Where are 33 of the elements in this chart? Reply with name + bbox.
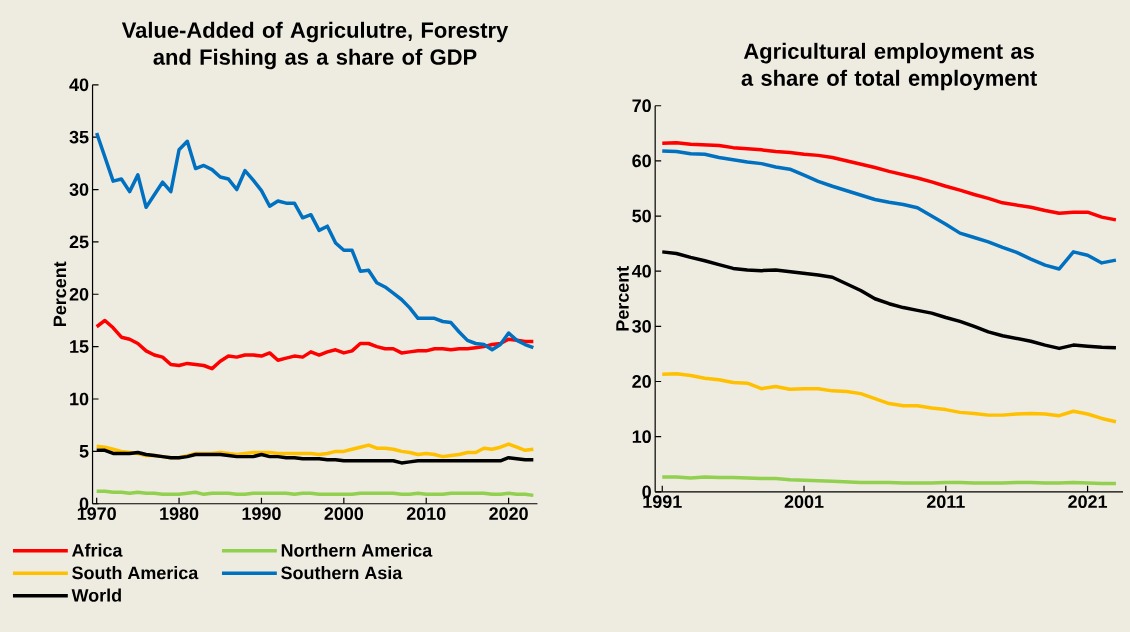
legend-label: South America	[72, 565, 199, 580]
legend-label: Africa	[72, 543, 123, 557]
x-tick-label: 2021	[1068, 495, 1108, 508]
x-tick-label: 2010	[406, 507, 446, 520]
y-tick-label: 70	[632, 99, 651, 112]
x-tick-label: 1980	[160, 507, 199, 520]
y-tick-label: 40	[69, 78, 89, 91]
y-tick-label: 50	[632, 209, 651, 223]
y-tick-label: 5	[79, 444, 89, 458]
x-tick-label: 1990	[242, 507, 281, 520]
y-tick-label: 25	[69, 235, 89, 249]
x-tick-label: 2020	[489, 507, 528, 520]
x-tick-label: 2011	[926, 495, 965, 508]
chart-title: Agricultural employment as a share of total employment	[741, 42, 1037, 91]
y-tick-label: 15	[70, 340, 89, 353]
y-tick-label: 40	[631, 264, 651, 278]
x-tick-label: 2000	[324, 507, 364, 520]
y-tick-label: 20	[69, 287, 89, 301]
y-tick-label: 10	[70, 392, 89, 406]
legend-label: Southern Asia	[281, 565, 403, 580]
y-axis-title: Percent	[616, 265, 629, 331]
y-tick-label: 10	[632, 430, 651, 443]
y-tick-label: 30	[69, 182, 89, 196]
legend-label: Northern America	[281, 543, 433, 557]
y-tick-label: 20	[632, 374, 651, 388]
x-tick-label: 2001	[784, 495, 824, 508]
legend-label: World	[71, 588, 121, 602]
y-tick-label: 30	[632, 319, 651, 333]
y-tick-label: 35	[69, 130, 89, 144]
y-axis-title: Percent	[53, 261, 67, 326]
line-series	[660, 371, 1118, 424]
chart-title: Value-Added of Agriculutre, Forestry and Fishing as a share of GDP	[121, 21, 509, 70]
y-tick-label: 60	[632, 154, 651, 168]
